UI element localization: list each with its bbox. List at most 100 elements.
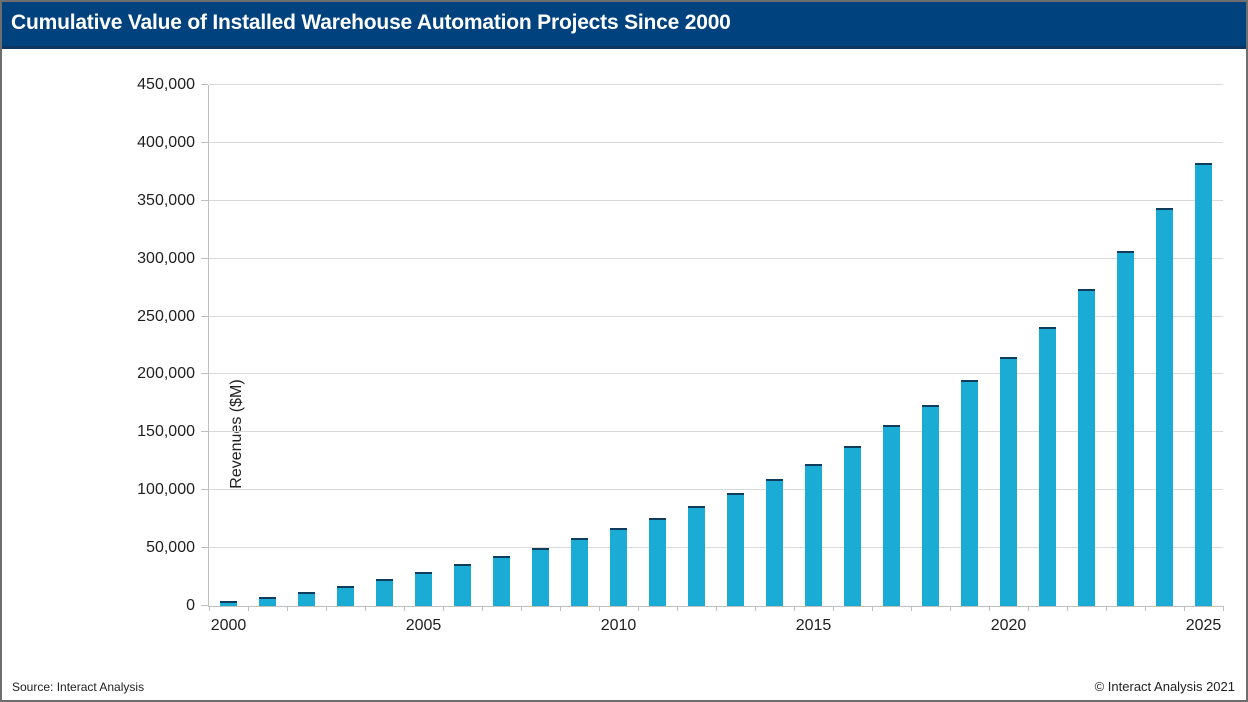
y-tick-150000: [201, 431, 208, 432]
bar-2024: [1156, 208, 1173, 606]
x-tick-25: [1184, 606, 1185, 611]
bar-2014: [766, 479, 783, 606]
y-tick-label-100000: 100,000: [137, 481, 195, 498]
bar-2002: [298, 592, 315, 606]
x-tick-22: [1067, 606, 1068, 611]
y-tick-label-50000: 50,000: [146, 539, 195, 556]
x-tick-label-2000: 2000: [210, 617, 247, 634]
bar-slot-2008: [521, 85, 560, 606]
bar-2001: [259, 597, 276, 606]
x-tick-18: [911, 606, 912, 611]
bar-slot-2023: [1106, 85, 1145, 606]
x-tick-10: [599, 606, 600, 611]
bar-2018: [922, 405, 939, 606]
bar-2012: [688, 506, 705, 606]
y-tick-100000: [201, 489, 208, 490]
bar-2010: [610, 528, 627, 606]
gridline-350000: [209, 200, 1223, 201]
y-tick-250000: [201, 316, 208, 317]
bar-2023: [1117, 251, 1134, 606]
bar-slot-2003: [326, 85, 365, 606]
y-tick-label-300000: 300,000: [137, 250, 195, 267]
y-tick-label-250000: 250,000: [137, 308, 195, 325]
x-tick-label-2010: 2010: [600, 617, 637, 634]
x-tick-4: [365, 606, 366, 611]
bar-slot-2009: [560, 85, 599, 606]
x-tick-19: [950, 606, 951, 611]
bar-slot-2005: [404, 85, 443, 606]
bar-2017: [883, 425, 900, 606]
y-tick-label-150000: 150,000: [137, 423, 195, 440]
y-tick-300000: [201, 258, 208, 259]
x-tick-14: [755, 606, 756, 611]
bar-slot-2017: [872, 85, 911, 606]
gridline-250000: [209, 316, 1223, 317]
y-tick-50000: [201, 547, 208, 548]
y-tick-450000: [201, 84, 208, 85]
bar-slot-2006: [443, 85, 482, 606]
source-note: Source: Interact Analysis: [12, 680, 145, 694]
bar-slot-2011: [638, 85, 677, 606]
bar-2005: [415, 572, 432, 606]
x-tick-6: [443, 606, 444, 611]
bar-slot-2004: [365, 85, 404, 606]
x-tick-24: [1145, 606, 1146, 611]
bar-2021: [1039, 327, 1056, 606]
chart-title: Cumulative Value of Installed Warehouse …: [11, 11, 731, 34]
bar-slot-2020: [989, 85, 1028, 606]
gridline-100000: [209, 489, 1223, 490]
gridline-150000: [209, 431, 1223, 432]
gridline-300000: [209, 258, 1223, 259]
x-tick-2: [287, 606, 288, 611]
y-tick-200000: [201, 373, 208, 374]
x-tick-23: [1106, 606, 1107, 611]
y-tick-400000: [201, 142, 208, 143]
x-tick-label-2025: 2025: [1185, 617, 1222, 634]
bars-layer: [209, 85, 1223, 606]
bar-slot-2012: [677, 85, 716, 606]
copyright-note: © Interact Analysis 2021: [1094, 679, 1235, 694]
bar-2007: [493, 556, 510, 606]
x-tick-26: [1223, 606, 1224, 611]
bar-slot-2007: [482, 85, 521, 606]
bar-slot-2021: [1028, 85, 1067, 606]
bar-slot-2014: [755, 85, 794, 606]
x-tick-15: [794, 606, 795, 611]
y-tick-350000: [201, 200, 208, 201]
gridline-450000: [209, 84, 1223, 85]
bar-slot-2001: [248, 85, 287, 606]
bar-2000: [220, 601, 237, 606]
plot-area: Revenues ($M) 0 50,000 100,000 150,000 200,0…: [137, 76, 1224, 634]
y-tick-label-400000: 400,000: [137, 134, 195, 151]
bar-2025: [1195, 163, 1212, 606]
bar-2015: [805, 464, 822, 606]
x-tick-13: [716, 606, 717, 611]
bar-slot-2000: [209, 85, 248, 606]
bar-2019: [961, 380, 978, 606]
bar-2008: [532, 548, 549, 606]
x-tick-21: [1028, 606, 1029, 611]
x-tick-9: [560, 606, 561, 611]
bar-slot-2015: [794, 85, 833, 606]
x-tick-8: [521, 606, 522, 611]
bar-slot-2016: [833, 85, 872, 606]
bar-2011: [649, 518, 666, 606]
x-tick-label-2020: 2020: [990, 617, 1027, 634]
bar-2013: [727, 493, 744, 606]
x-tick-0: [209, 606, 210, 611]
bar-2020: [1000, 357, 1017, 606]
x-tick-7: [482, 606, 483, 611]
bar-2003: [337, 586, 354, 606]
y-tick-0: [201, 605, 208, 606]
x-tick-17: [872, 606, 873, 611]
x-tick-16: [833, 606, 834, 611]
bar-slot-2013: [716, 85, 755, 606]
bar-slot-2010: [599, 85, 638, 606]
bar-2006: [454, 564, 471, 606]
bar-slot-2019: [950, 85, 989, 606]
gridline-400000: [209, 142, 1223, 143]
bar-2004: [376, 579, 393, 606]
gridline-200000: [209, 373, 1223, 374]
title-banner: Cumulative Value of Installed Warehouse …: [2, 2, 1246, 49]
